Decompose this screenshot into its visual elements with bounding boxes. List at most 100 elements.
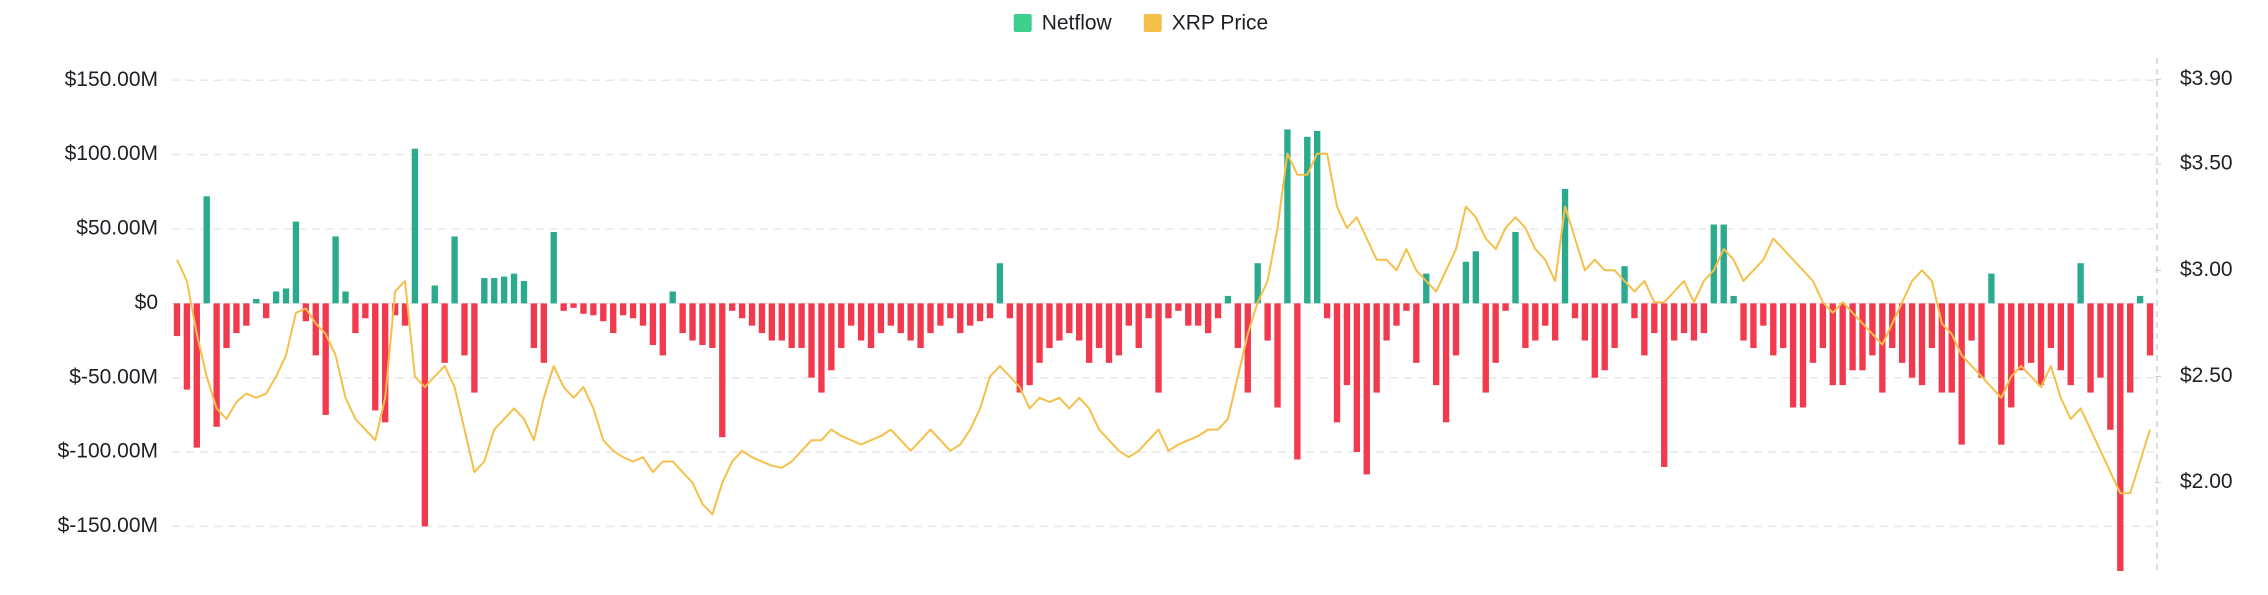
- bar: [1720, 224, 1727, 304]
- bar: [233, 303, 240, 334]
- bar: [1760, 303, 1767, 326]
- bar: [1789, 303, 1797, 408]
- bar: [1046, 303, 1053, 348]
- bar: [1571, 303, 1579, 319]
- bar: [1998, 303, 2005, 445]
- bar: [282, 288, 290, 304]
- y-tick-label: $-50.00M: [69, 365, 158, 388]
- bar: [828, 303, 835, 371]
- y2-tick-label: $2.00: [2180, 470, 2233, 493]
- bar: [471, 303, 478, 393]
- bar: [510, 273, 518, 304]
- bar: [729, 303, 736, 311]
- bar: [332, 236, 339, 304]
- bar: [610, 303, 617, 334]
- bar: [1621, 266, 1628, 304]
- bar: [1819, 303, 1827, 348]
- bar: [1690, 303, 1698, 341]
- bar: [431, 285, 438, 304]
- bar: [1274, 303, 1281, 408]
- bar: [1581, 303, 1589, 341]
- bar: [748, 303, 756, 326]
- bar: [1294, 303, 1301, 460]
- bar: [758, 303, 766, 334]
- bar: [292, 221, 300, 304]
- bar: [1462, 261, 1470, 304]
- y-tick-label: $100.00M: [65, 142, 158, 165]
- bar: [689, 303, 696, 341]
- bar: [193, 303, 200, 448]
- bar: [1859, 303, 1866, 371]
- bar: [421, 303, 429, 527]
- bar: [2067, 303, 2074, 386]
- bar: [808, 303, 815, 378]
- bar: [1928, 303, 1936, 348]
- bar: [966, 303, 974, 326]
- bar: [699, 303, 706, 345]
- y-tick-label: $-100.00M: [58, 440, 158, 463]
- bar: [1244, 303, 1251, 393]
- bar: [1492, 303, 1499, 363]
- bar: [1482, 303, 1489, 393]
- bar: [1591, 303, 1598, 378]
- bar: [1988, 273, 1995, 304]
- bar: [1561, 188, 1569, 304]
- bar: [1809, 303, 1817, 363]
- bar: [1214, 303, 1222, 319]
- bar: [322, 303, 329, 415]
- bar: [1066, 303, 1073, 334]
- bar: [1135, 303, 1142, 348]
- bar: [1799, 303, 1807, 408]
- bar: [768, 303, 776, 341]
- bar: [738, 303, 746, 319]
- y-tick-label: $50.00M: [76, 217, 158, 240]
- bar: [2047, 303, 2055, 348]
- bar: [857, 303, 865, 341]
- bar: [1968, 303, 1975, 341]
- bar: [1413, 303, 1420, 363]
- y-tick-label: $0: [135, 291, 158, 314]
- bar: [1175, 303, 1182, 311]
- bar: [1403, 303, 1410, 311]
- bar: [1115, 303, 1123, 356]
- bar: [1898, 303, 1906, 363]
- bar: [1155, 303, 1162, 393]
- bar: [709, 303, 716, 348]
- bar: [362, 303, 369, 319]
- bar: [659, 303, 666, 356]
- bar: [838, 303, 845, 348]
- bar: [1611, 303, 1618, 348]
- bar: [1700, 303, 1708, 334]
- bar: [1542, 303, 1549, 326]
- bar: [1195, 303, 1202, 326]
- bar: [1423, 273, 1430, 304]
- bar: [272, 291, 280, 304]
- legend-label: Netflow: [1042, 12, 1113, 35]
- bar: [1036, 303, 1043, 363]
- bar: [1016, 303, 1023, 393]
- bar: [441, 303, 448, 363]
- bar: [2008, 303, 2015, 408]
- y-tick-label: $150.00M: [65, 68, 158, 91]
- bar: [639, 303, 647, 326]
- bar: [986, 303, 994, 319]
- bar: [590, 303, 597, 316]
- bar: [1323, 303, 1331, 319]
- bar: [1730, 295, 1737, 304]
- bar: [2027, 303, 2035, 363]
- bar: [1829, 303, 1836, 386]
- bar: [1095, 303, 1103, 348]
- bar: [1085, 303, 1093, 363]
- bar: [2057, 303, 2064, 371]
- bar: [500, 276, 508, 304]
- bar: [877, 303, 885, 334]
- bar: [381, 303, 389, 423]
- bar: [203, 196, 210, 304]
- bar: [1264, 303, 1271, 341]
- bar: [1105, 303, 1113, 363]
- bar: [1224, 295, 1232, 304]
- bar: [1383, 303, 1390, 341]
- bar: [570, 303, 577, 308]
- bar: [719, 303, 726, 438]
- y2-tick-label: $3.90: [2180, 67, 2233, 90]
